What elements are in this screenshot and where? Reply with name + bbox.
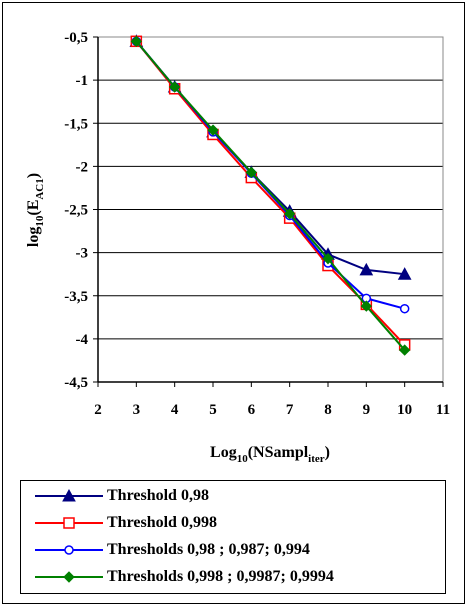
series-line	[135, 40, 406, 351]
diamond-marker	[130, 35, 143, 48]
legend-label: Thresholds 0,998 ; 0,9987; 0,9994	[107, 568, 334, 585]
legend-item-thresholds-098-set: Thresholds 0,98 ; 0,987; 0,994	[29, 539, 310, 561]
y-tick-label: -3	[76, 246, 89, 262]
circle-marker	[64, 545, 74, 555]
axes	[93, 36, 444, 387]
triangle-marker	[359, 262, 374, 276]
x-tick-label: 6	[248, 402, 256, 418]
series-line	[135, 40, 405, 276]
y-tick-label: -4	[76, 332, 89, 348]
y-tick-label: -2,5	[64, 203, 88, 219]
diamond-marker	[283, 208, 296, 220]
x-tick-label: 11	[436, 402, 450, 418]
diamond-marker	[207, 124, 219, 136]
x-tick-label: 3	[133, 402, 141, 418]
circle-marker	[399, 303, 410, 314]
legend-item-thresholds-0998-set: Thresholds 0,998 ; 0,9987; 0,9994	[29, 566, 334, 588]
y-tick-label: -4,5	[64, 375, 88, 391]
diamond-marker	[322, 252, 334, 265]
diamond-marker	[63, 571, 75, 583]
x-tick-label: 2	[94, 402, 102, 418]
y-tick-labels: -0,5 -1 -1,5 -2 -2,5 -3 -3,5 -4 -4,5	[64, 30, 88, 391]
y-tick-label: -2	[76, 159, 89, 175]
legend-swatch-triangle	[35, 488, 103, 502]
series-0	[129, 34, 412, 280]
legend-label: Threshold 0,98	[107, 487, 209, 504]
diamond-marker	[168, 81, 181, 93]
x-tick-label: 10	[397, 402, 412, 418]
legend-item-threshold-098: Threshold 0,98	[29, 485, 209, 507]
line-chart: 2 3 4 5 6 7 8 9 10 11 -0,5 -1 -1,5 -2 -2,5 -3 -3,5 -4 -4,…	[25, 30, 450, 465]
y-tick-label: -0,5	[64, 30, 88, 46]
chart-frame	[2, 2, 465, 604]
y-tick-label: -3,5	[64, 289, 88, 305]
diamond-marker	[245, 166, 258, 179]
legend-label: Thresholds 0,98 ; 0,987; 0,994	[107, 541, 310, 558]
x-tick-label: 4	[171, 402, 179, 418]
x-tick-labels: 2 3 4 5 6 7 8 9 10 11	[94, 402, 450, 418]
series-3	[130, 35, 411, 356]
x-tick-label: 9	[363, 402, 371, 418]
x-tick-label: 7	[286, 402, 294, 418]
triangle-marker	[62, 488, 76, 502]
legend: Threshold 0,98 Threshold 0,998 Threshold…	[20, 480, 446, 594]
x-tick-label: 8	[324, 402, 332, 418]
diamond-marker	[398, 344, 411, 356]
legend-swatch-diamond	[35, 571, 103, 583]
y-tick-label: -1,5	[64, 116, 88, 132]
x-tick-label: 5	[209, 402, 217, 418]
legend-item-threshold-0998: Threshold 0,998	[29, 512, 217, 534]
diamond-marker	[360, 300, 373, 312]
y-tick-label: -1	[76, 73, 89, 89]
series-layer	[129, 34, 412, 356]
legend-swatch-square	[35, 517, 103, 529]
triangle-marker	[397, 267, 412, 280]
legend-label: Threshold 0,998	[107, 514, 217, 531]
y-axis-title: log10(EAC1)	[25, 173, 46, 247]
square-marker	[63, 517, 75, 529]
legend-swatch-circle	[35, 545, 103, 555]
x-axis-title: Log10(NSampliter)	[210, 444, 330, 465]
